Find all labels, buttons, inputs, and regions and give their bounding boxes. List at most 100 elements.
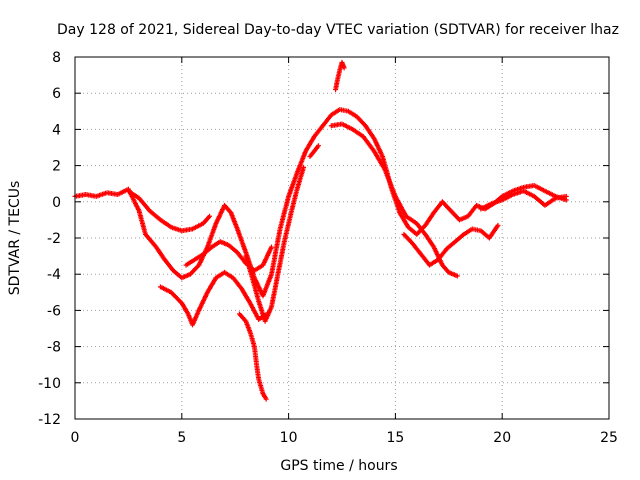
data-point-cluster: [340, 61, 347, 69]
data-point: [495, 222, 501, 228]
data-point-cluster: [185, 258, 196, 267]
data-point-cluster: [191, 221, 205, 231]
data-point: [263, 396, 269, 402]
data-point-cluster: [410, 242, 423, 256]
data-point-cluster: [341, 122, 354, 132]
data-point-cluster: [347, 109, 358, 119]
data-point-cluster: [458, 214, 470, 222]
series-track-7: [307, 143, 322, 160]
x-tick-label: 10: [280, 430, 298, 446]
data-point-cluster: [372, 150, 387, 171]
data-point-cluster: [239, 287, 252, 305]
series-track-2: [125, 188, 213, 234]
y-axis-title: SDTVAR / TECUs: [7, 181, 23, 296]
data-point-cluster: [423, 233, 436, 249]
data-point: [301, 164, 307, 170]
data-point-cluster: [447, 270, 459, 278]
series-track-8: [333, 59, 347, 93]
data-point-cluster: [261, 392, 268, 401]
y-tick-label: 2: [52, 159, 61, 175]
data-point-cluster: [144, 233, 158, 249]
data-point-cluster: [269, 228, 283, 276]
data-point-cluster: [393, 195, 408, 218]
data-point-cluster: [205, 222, 218, 249]
data-point-cluster: [462, 227, 474, 236]
data-point-cluster: [188, 263, 201, 276]
chart-title: Day 128 of 2021, Sidereal Day-to-day VTE…: [57, 22, 619, 38]
data-point-cluster: [193, 252, 205, 262]
data-point-cluster: [227, 243, 239, 254]
y-tick-label: 8: [52, 50, 61, 66]
data-point-cluster: [436, 247, 449, 261]
data-point-cluster: [312, 124, 325, 138]
data-point-cluster: [533, 183, 546, 193]
data-point: [269, 244, 275, 250]
data-point-cluster: [543, 189, 557, 199]
data-point-cluster: [543, 196, 557, 207]
y-tick-label: -2: [47, 231, 61, 247]
data-point-cluster: [159, 285, 173, 294]
data-point-cluster: [197, 291, 210, 312]
data-point-cluster: [159, 218, 173, 229]
data-point-cluster: [532, 194, 547, 207]
data-point-cluster: [282, 213, 293, 243]
data-point-cluster: [428, 258, 440, 267]
data-point-cluster: [250, 276, 261, 303]
x-axis-title: GPS time / hours: [280, 458, 397, 474]
data-point-cluster: [248, 302, 261, 321]
data-point-cluster: [137, 196, 152, 213]
data-point-cluster: [397, 211, 410, 229]
data-point-cluster: [238, 312, 248, 323]
data-point-cluster: [361, 135, 376, 153]
data-point-cluster: [453, 232, 465, 244]
data-point-cluster: [321, 113, 333, 128]
data-point-cluster: [223, 270, 235, 280]
data-point-cluster: [127, 189, 141, 200]
data-point-cluster: [261, 273, 274, 297]
data-point-cluster: [223, 204, 233, 214]
data-point-cluster: [201, 215, 211, 225]
data-point-cluster: [244, 320, 252, 334]
data-point-cluster: [205, 276, 218, 294]
y-tick-label: 0: [52, 195, 61, 211]
data-point-cluster: [148, 209, 162, 222]
data-point-cluster: [154, 245, 167, 261]
data-point-cluster: [116, 187, 130, 197]
series-track-10: [401, 222, 501, 268]
data-point: [454, 273, 460, 279]
data-point-cluster: [201, 245, 213, 256]
data-point: [207, 213, 213, 219]
data-point-cluster: [441, 263, 451, 274]
data-point-cluster: [330, 107, 341, 117]
data-point-cluster: [295, 150, 308, 174]
series-track-11: [478, 188, 569, 212]
data-point-cluster: [308, 150, 316, 158]
data-point-cluster: [286, 171, 300, 198]
data-point-cluster: [243, 255, 255, 279]
data-point-cluster: [163, 258, 175, 272]
data-points: [72, 59, 569, 402]
series-track-9: [328, 121, 460, 279]
data-point-cluster: [312, 144, 320, 153]
data-point-cluster: [253, 263, 264, 273]
data-point-cluster: [275, 240, 287, 276]
grid: [75, 57, 609, 419]
data-point-cluster: [479, 201, 493, 211]
x-tick-label: 15: [386, 430, 404, 446]
series-track-5: [236, 311, 269, 402]
data-point-cluster: [278, 195, 291, 230]
data-point-cluster: [235, 227, 248, 254]
data-point-cluster: [304, 135, 316, 153]
data-point-cluster: [214, 270, 226, 280]
data-point-cluster: [404, 214, 418, 226]
data-point-cluster: [441, 200, 453, 213]
y-tick-label: -8: [47, 340, 61, 356]
data-point-cluster: [351, 127, 365, 139]
data-point-cluster: [423, 211, 436, 227]
data-point-cluster: [415, 222, 427, 236]
x-tick-label: 20: [493, 430, 511, 446]
data-point: [341, 65, 347, 71]
data-point-cluster: [261, 245, 274, 267]
